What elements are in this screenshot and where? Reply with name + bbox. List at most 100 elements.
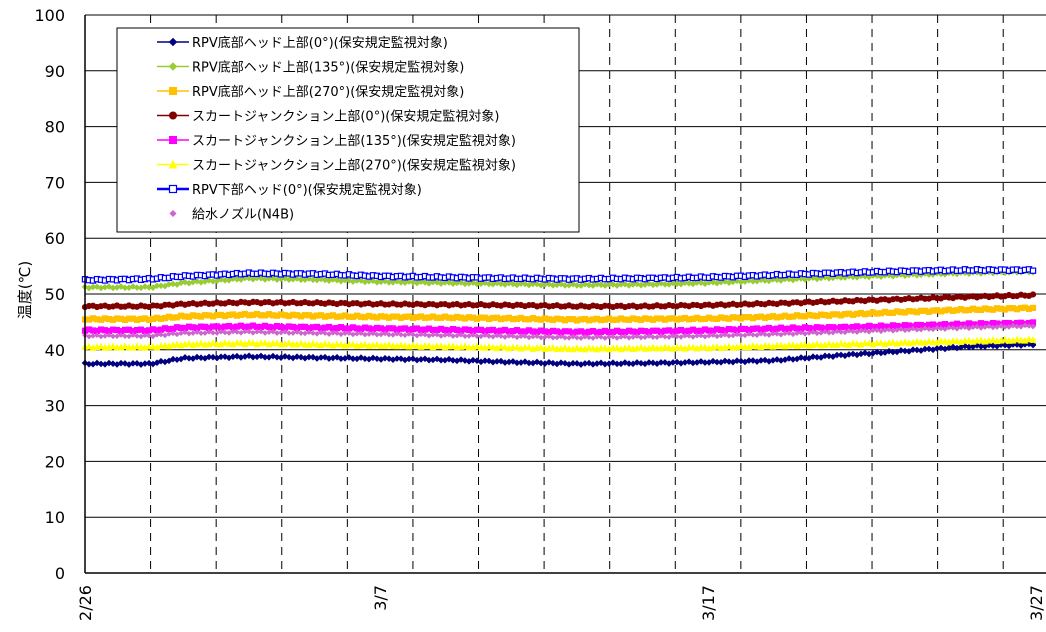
data-point [649,359,657,367]
data-point [634,333,640,340]
data-point [738,332,744,339]
data-point [389,342,397,349]
series-markers [81,304,1037,324]
data-point [553,345,561,352]
data-point [362,331,368,338]
data-point [406,331,412,337]
legend-marker [169,209,177,218]
data-point [901,347,909,355]
data-point [398,331,404,338]
data-point [449,357,457,364]
data-point [206,329,212,335]
x-tick-label: 3/7 [371,585,390,611]
data-point [614,335,620,341]
data-point [774,331,780,337]
data-point [766,332,772,338]
data-point [917,338,925,346]
series-group [81,266,1037,368]
legend-label: スカートジャンクション上部(0°)(保安規定監視対象) [192,109,499,125]
data-point [525,343,533,351]
legend-marker [169,136,177,144]
data-point [949,343,957,351]
data-point [310,330,316,336]
series [81,291,1037,311]
data-point [925,345,933,353]
data-point [770,330,776,337]
data-point [197,339,205,347]
y-tick-label: 10 [45,508,65,527]
data-point [498,333,504,339]
data-point [150,333,156,340]
y-tick-label: 90 [45,62,65,81]
data-point [989,342,997,350]
data-point [418,331,424,338]
data-point [825,339,833,347]
data-point [93,359,101,367]
data-point [1029,341,1037,349]
data-point [142,332,148,338]
series-markers [81,291,1037,311]
data-point [994,324,1000,330]
data-point [157,282,165,290]
data-point [646,333,652,339]
data-point [537,359,545,367]
data-point [266,329,272,335]
data-point [326,331,332,337]
data-point [446,331,452,338]
data-point [133,284,141,291]
legend-label: RPV底部ヘッド上部(0°)(保安規定監視対象) [192,35,448,51]
data-point [490,333,496,340]
data-point [222,329,228,336]
data-point [1030,323,1036,330]
data-point [502,334,508,340]
data-point [850,328,856,335]
data-point [257,339,265,347]
series-markers [81,335,1037,353]
data-point [233,275,241,283]
data-point [633,359,641,366]
data-point [1029,336,1037,343]
data-point [842,329,848,336]
data-point [342,330,348,337]
data-point [106,332,112,338]
data-point [810,329,816,335]
data-point [849,350,857,358]
data-point [673,358,681,366]
data-point [582,333,588,340]
data-point [486,333,492,339]
data-point [898,326,904,332]
data-point [349,340,357,348]
data-point [137,343,145,351]
data-point [129,283,137,290]
data-point [97,342,105,350]
data-point [938,325,944,332]
data-point [1005,336,1013,344]
series [81,335,1037,353]
data-point [949,337,957,344]
data-point [334,330,340,336]
data-point [390,332,396,338]
legend-label: RPV下部ヘッド(0°)(保安規定監視対象) [192,182,422,198]
data-point [109,342,117,350]
data-point [109,360,117,368]
data-point [929,338,937,346]
data-point [785,341,793,349]
data-point [297,339,305,347]
legend-marker [169,87,177,95]
data-point [873,339,881,346]
data-point [598,334,604,340]
data-point [274,330,280,336]
data-point [190,330,196,336]
data-point [286,330,292,336]
data-point [470,332,476,338]
data-point [309,276,317,284]
data-point [822,328,828,335]
data-point [753,342,761,350]
data-point [469,356,477,364]
data-point [397,341,405,349]
data-point [913,337,921,345]
legend-item: スカートジャンクション上部(270°)(保安規定監視対象) [157,158,516,174]
data-point [250,330,256,336]
data-point [94,332,100,338]
data-point [209,339,217,347]
